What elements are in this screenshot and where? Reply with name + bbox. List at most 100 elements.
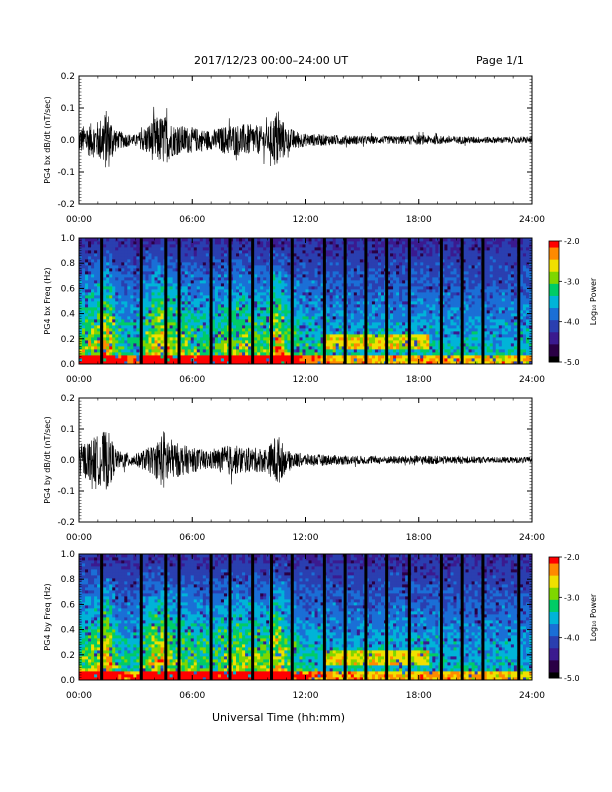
colorbar-cell bbox=[549, 249, 559, 252]
colorbar-cell bbox=[549, 663, 559, 667]
colorbar-tick-label: -2.0 bbox=[564, 237, 580, 246]
colorbar-cell bbox=[549, 577, 559, 580]
colorbar-cell bbox=[549, 665, 559, 669]
colorbar-cell bbox=[549, 279, 559, 282]
page-number: Page 1/1 bbox=[476, 54, 524, 67]
y-tick-label: 0.0 bbox=[61, 676, 76, 686]
colorbar-cell bbox=[549, 571, 559, 574]
y-tick-label: 0.0 bbox=[61, 456, 76, 466]
colorbar-cell bbox=[549, 615, 559, 618]
colorbar-cell bbox=[549, 661, 559, 665]
y-tick-label: 0.4 bbox=[61, 310, 76, 320]
colorbar-cell bbox=[549, 667, 559, 671]
colorbar-cell bbox=[549, 627, 559, 631]
x-tick-label: 24:00 bbox=[519, 691, 545, 701]
colorbar-cell bbox=[549, 633, 559, 637]
colorbar-cell bbox=[549, 589, 559, 592]
x-tick-label: 06:00 bbox=[179, 533, 205, 543]
y-tick-label: 0.4 bbox=[61, 626, 76, 636]
colorbar-cell bbox=[549, 653, 559, 657]
y-tick-label: 0.6 bbox=[61, 600, 76, 610]
colorbar-cell bbox=[549, 585, 559, 588]
data-gap-bar bbox=[100, 554, 104, 680]
spectrogram-cells bbox=[79, 238, 533, 365]
colorbar-cell bbox=[549, 333, 559, 337]
colorbar-cell bbox=[549, 277, 559, 280]
colorbar-cell bbox=[549, 617, 559, 621]
colorbar-cell bbox=[549, 293, 559, 296]
colorbar-cell bbox=[549, 307, 559, 311]
colorbar-cell bbox=[549, 597, 559, 600]
x-tick-label: 18:00 bbox=[406, 691, 432, 701]
y-axis-label: PG4 by Freq (Hz) bbox=[43, 583, 52, 650]
colorbar-cell bbox=[549, 267, 559, 270]
colorbar-cell bbox=[549, 329, 559, 333]
data-gap-bar bbox=[228, 238, 232, 364]
colorbar-cell bbox=[549, 269, 559, 272]
colorbar-cell bbox=[549, 303, 559, 307]
colorbar-cell bbox=[549, 359, 559, 363]
y-axis-label: PG4 bx dB/dt (nT/sec) bbox=[43, 96, 52, 183]
colorbar-cell bbox=[549, 255, 559, 258]
data-gap-bar bbox=[343, 238, 347, 364]
colorbar-label: Log₁₀ Power bbox=[589, 593, 598, 641]
colorbar-cell bbox=[549, 623, 559, 627]
colorbar-cell bbox=[549, 675, 559, 679]
colorbar-cell bbox=[549, 251, 559, 254]
colorbar-cell bbox=[549, 299, 559, 302]
y-tick-label: -0.1 bbox=[57, 168, 75, 178]
data-gap-bar bbox=[460, 238, 464, 364]
colorbar-cell bbox=[549, 317, 559, 321]
colorbar-cell bbox=[549, 625, 559, 629]
x-tick-label: 24:00 bbox=[519, 215, 545, 225]
data-gap-bar bbox=[251, 238, 255, 364]
x-tick-label: 18:00 bbox=[406, 215, 432, 225]
colorbar-cell bbox=[549, 311, 559, 315]
colorbar-tick-label: -4.0 bbox=[564, 318, 580, 327]
data-gap-bar bbox=[407, 554, 411, 680]
colorbar-cell bbox=[549, 601, 559, 604]
colorbar-cell bbox=[549, 331, 559, 335]
colorbar-cell bbox=[549, 611, 559, 614]
colorbar-cell bbox=[549, 673, 559, 677]
data-gap-bar bbox=[209, 554, 213, 680]
colorbar-frame bbox=[548, 556, 560, 679]
colorbar-cell bbox=[549, 305, 559, 309]
colorbar-cell bbox=[549, 253, 559, 256]
data-gap-bar bbox=[322, 238, 326, 364]
colorbar-cell bbox=[549, 567, 559, 570]
x-tick-label: 24:00 bbox=[519, 375, 545, 385]
colorbar-cell bbox=[549, 349, 559, 353]
colorbar-cell bbox=[549, 569, 559, 572]
colorbar-label: Log₁₀ Power bbox=[589, 277, 598, 325]
waveform-line bbox=[78, 106, 533, 168]
colorbar-cell bbox=[549, 285, 559, 288]
colorbar-cell bbox=[549, 283, 559, 286]
colorbar-cell bbox=[549, 671, 559, 675]
colorbar-cell bbox=[549, 347, 559, 351]
colorbar-cell bbox=[549, 261, 559, 264]
colorbar-tick-label: -5.0 bbox=[564, 674, 580, 683]
data-gap-bar bbox=[177, 554, 181, 680]
colorbar-cell bbox=[549, 559, 559, 562]
y-tick-label: 1.0 bbox=[61, 234, 76, 244]
y-tick-label: 0.2 bbox=[61, 72, 75, 82]
colorbar-cell bbox=[549, 599, 559, 602]
data-gap-bar bbox=[164, 554, 168, 680]
data-gap-bar bbox=[385, 238, 389, 364]
colorbar-cell bbox=[549, 651, 559, 655]
colorbar-cell bbox=[549, 313, 559, 317]
colorbar-cell bbox=[549, 643, 559, 647]
colorbar-cell bbox=[549, 319, 559, 323]
waveform-line bbox=[78, 431, 533, 490]
colorbar-cell bbox=[549, 595, 559, 598]
y-tick-label: 0.1 bbox=[61, 425, 75, 435]
colorbar-cell bbox=[549, 573, 559, 576]
colorbar-cell bbox=[549, 607, 559, 610]
colorbar-cell bbox=[549, 323, 559, 327]
colorbar-cell bbox=[549, 593, 559, 596]
y-tick-label: -0.2 bbox=[57, 200, 75, 210]
y-tick-label: -0.2 bbox=[57, 518, 75, 528]
colorbar-cell bbox=[549, 301, 559, 305]
